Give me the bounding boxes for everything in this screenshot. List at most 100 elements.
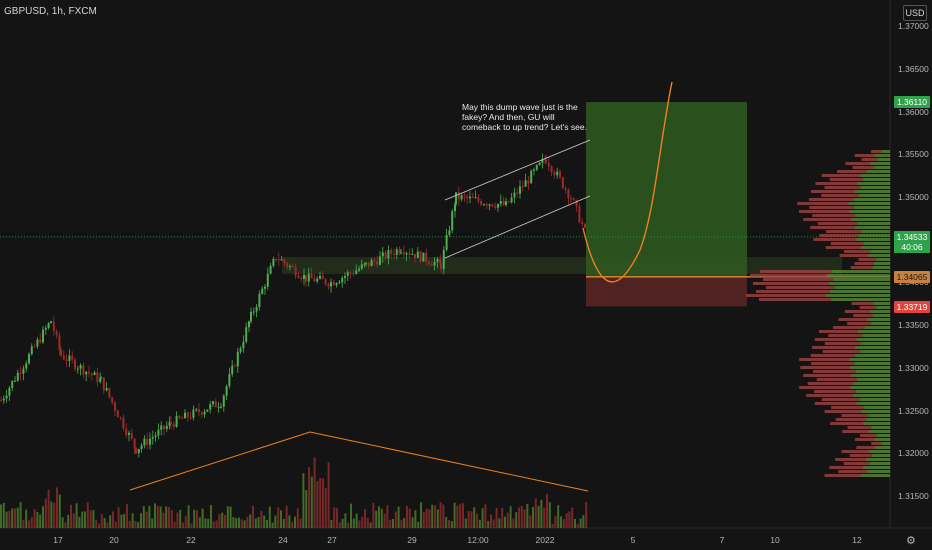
candle-body xyxy=(264,286,266,289)
volume-bar xyxy=(397,506,400,528)
volume-profile-bar-up xyxy=(860,410,890,413)
volume-profile-bar-up xyxy=(831,298,890,301)
volume-bar xyxy=(81,511,84,528)
time-tick-label: 12:00 xyxy=(467,535,489,545)
volume-bar xyxy=(56,487,58,528)
candle-body xyxy=(275,258,277,260)
volume-bar xyxy=(470,511,473,528)
volume-profile-bar-down xyxy=(814,402,857,405)
volume-bar xyxy=(72,513,75,528)
volume-profile-bar-down xyxy=(860,434,877,437)
candle-body xyxy=(499,201,502,204)
time-tick-label: 2022 xyxy=(535,535,555,545)
volume-bar xyxy=(394,511,397,528)
candle-body xyxy=(99,378,102,382)
volume-profile-bar-up xyxy=(854,362,890,365)
currency-button[interactable]: USD xyxy=(903,5,927,21)
volume-bar xyxy=(414,510,417,528)
volume-bar xyxy=(392,519,394,528)
candle-body xyxy=(439,259,442,264)
candle-body xyxy=(521,186,524,188)
volume-bar xyxy=(86,502,89,528)
volume-bar xyxy=(358,520,361,528)
volume-bar xyxy=(221,512,224,528)
volume-bar xyxy=(400,519,403,528)
volume-bar xyxy=(582,515,585,528)
candle-body xyxy=(8,387,11,396)
volume-profile-bar-down xyxy=(842,430,869,433)
time-tick-label: 22 xyxy=(186,535,196,545)
candle-body xyxy=(52,321,55,332)
volume-profile-bar-up xyxy=(870,426,890,429)
volume-bar xyxy=(408,508,411,528)
volume-bar xyxy=(75,503,78,528)
candle-body xyxy=(367,262,370,267)
candle-body xyxy=(0,400,2,402)
candle-body xyxy=(181,417,184,419)
volume-bar xyxy=(473,507,476,528)
candle-body xyxy=(250,311,252,322)
candle-body xyxy=(22,368,25,374)
volume-profile-bar-down xyxy=(849,454,872,457)
volume-bar xyxy=(100,513,103,528)
candle-body xyxy=(71,355,74,360)
candle-body xyxy=(28,354,30,364)
candle-body xyxy=(474,197,477,199)
volume-bar xyxy=(501,507,504,528)
volume-profile-bar-down xyxy=(850,266,873,269)
candle-body xyxy=(550,166,553,173)
volume-profile-bar-up xyxy=(872,266,890,269)
candle-body xyxy=(269,265,272,274)
candle-body xyxy=(50,321,52,324)
volume-profile-bar-down xyxy=(835,418,866,421)
candle-body xyxy=(33,346,36,348)
volume-bar xyxy=(445,516,448,528)
volume-profile-bar-down xyxy=(799,210,850,213)
volume-profile-bar-up xyxy=(850,218,890,221)
volume-bar xyxy=(347,522,350,528)
volume-bar xyxy=(417,521,420,528)
candle-body xyxy=(137,448,140,454)
volume-profile-bar-down xyxy=(799,358,850,361)
gear-icon[interactable]: ⚙ xyxy=(906,535,916,547)
volume-profile-bar-down xyxy=(810,226,855,229)
candle-body xyxy=(133,438,136,448)
candle-body xyxy=(411,254,414,256)
volume-profile-bar-up xyxy=(858,330,890,333)
price-tick-label: 1.36500 xyxy=(898,64,929,74)
volume-bar xyxy=(134,521,137,528)
candle-body xyxy=(160,425,163,430)
candle-body xyxy=(433,261,436,266)
price-tick-label: 1.32500 xyxy=(898,406,929,416)
volume-profile-bar-down xyxy=(825,246,862,249)
time-tick-label: 24 xyxy=(278,535,288,545)
candle-body xyxy=(466,196,469,199)
candle-body xyxy=(419,251,422,262)
volume-bar xyxy=(64,522,67,528)
volume-bar xyxy=(386,505,389,528)
volume-bar xyxy=(33,509,36,528)
candle-body xyxy=(165,425,168,430)
volume-bar xyxy=(375,510,378,528)
volume-profile-bar-down xyxy=(838,318,867,321)
volume-profile-bar-down xyxy=(811,190,855,193)
volume-profile-bar-down xyxy=(800,366,850,369)
candle-body xyxy=(395,249,398,255)
volume-bar xyxy=(462,503,464,528)
volume-bar xyxy=(263,515,266,528)
candle-body xyxy=(163,425,165,430)
candle-body xyxy=(341,277,344,283)
volume-profile-bar-up xyxy=(866,470,890,473)
candle-body xyxy=(85,371,88,375)
volume-bar xyxy=(14,508,16,528)
candle-body xyxy=(507,201,510,203)
symbol-title[interactable]: GBPUSD, 1h, FXCM xyxy=(4,6,97,17)
candle-body xyxy=(567,189,570,199)
target-price-badge: 1.36110 xyxy=(894,96,930,108)
candle-body xyxy=(258,293,261,308)
volume-profile-bar-up xyxy=(858,234,890,237)
volume-profile-bar-up xyxy=(855,370,890,373)
volume-profile-bar-up xyxy=(860,186,890,189)
chart-annotation[interactable]: May this dump wave just is the fakey? An… xyxy=(462,102,587,132)
